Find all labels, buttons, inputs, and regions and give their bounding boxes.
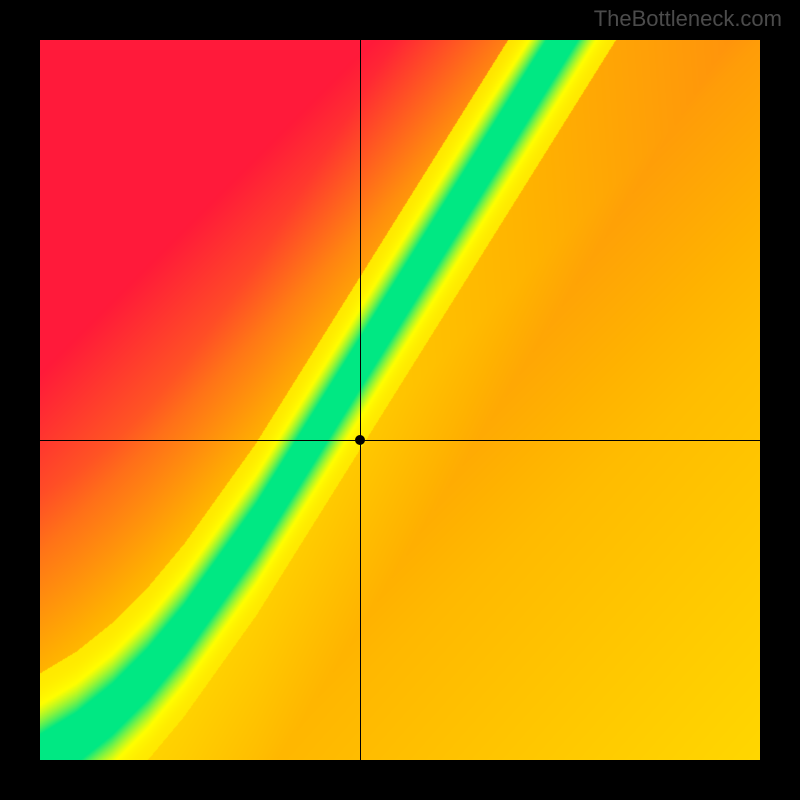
watermark-text: TheBottleneck.com	[594, 6, 782, 32]
crosshair-marker	[355, 435, 365, 445]
heatmap-plot	[40, 40, 760, 760]
crosshair-horizontal	[40, 440, 760, 441]
crosshair-vertical	[360, 40, 361, 760]
heatmap-canvas	[40, 40, 760, 760]
